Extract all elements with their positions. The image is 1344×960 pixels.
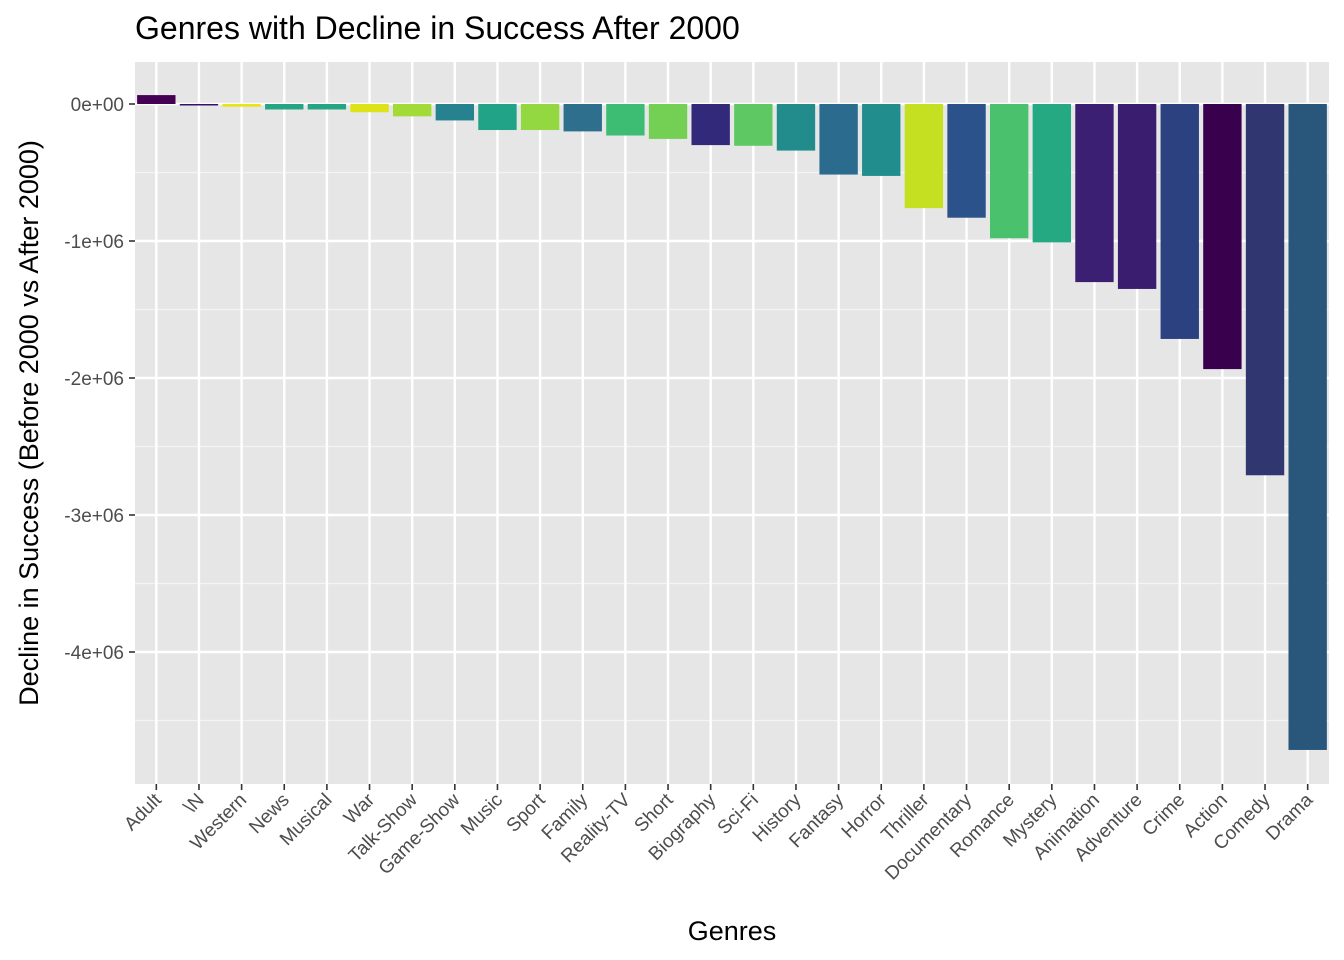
bar-talk-show bbox=[392, 104, 432, 117]
bar-thriller bbox=[904, 104, 944, 209]
bar-war bbox=[350, 104, 389, 113]
x-tick-label: \N bbox=[180, 790, 208, 818]
bar-comedy bbox=[1245, 104, 1285, 476]
bar-animation bbox=[1075, 104, 1114, 283]
x-tick-label: Adult bbox=[120, 789, 166, 835]
bar-crime bbox=[1160, 104, 1199, 339]
y-tick-label: -1e+06 bbox=[64, 232, 124, 253]
bar-reality-tv bbox=[606, 104, 645, 136]
bar-sci-fi bbox=[734, 104, 773, 146]
y-tick-label: -4e+06 bbox=[64, 643, 124, 664]
bar-short bbox=[648, 104, 688, 139]
y-tick-label: 0e+00 bbox=[71, 95, 124, 116]
y-tick-label: -3e+06 bbox=[64, 506, 124, 527]
bars bbox=[137, 95, 1327, 750]
bar-history bbox=[776, 104, 816, 151]
bar-biography bbox=[691, 104, 730, 146]
chart-title: Genres with Decline in Success After 200… bbox=[135, 10, 740, 46]
x-tick-label: Crime bbox=[1139, 790, 1190, 841]
bar-sport bbox=[520, 104, 560, 131]
bar-music bbox=[478, 104, 517, 131]
bar-adventure bbox=[1117, 104, 1157, 289]
major-gridlines bbox=[135, 62, 1329, 784]
bar-drama bbox=[1288, 104, 1327, 750]
bar-horror bbox=[862, 104, 901, 176]
x-tick-label: Music bbox=[457, 790, 507, 840]
bar-mystery bbox=[1032, 104, 1072, 243]
bar-western bbox=[222, 104, 261, 107]
bar-action bbox=[1203, 104, 1242, 370]
bar-family bbox=[563, 104, 602, 132]
bar-musical bbox=[307, 104, 347, 110]
bar-n bbox=[179, 104, 219, 106]
x-axis-title: Genres bbox=[688, 916, 777, 946]
bar-romance bbox=[989, 104, 1029, 239]
bar-news bbox=[265, 104, 304, 110]
y-tick-label: -2e+06 bbox=[64, 369, 124, 390]
bar-game-show bbox=[435, 104, 475, 121]
bar-fantasy bbox=[819, 104, 858, 175]
bar-documentary bbox=[947, 104, 986, 218]
x-tick-label: Drama bbox=[1262, 789, 1317, 844]
y-axis: 0e+00 -1e+06 -2e+06 -3e+06 -4e+06 bbox=[64, 95, 135, 664]
bar-adult bbox=[137, 95, 176, 104]
y-axis-title: Decline in Success (Before 2000 vs After… bbox=[14, 140, 44, 706]
